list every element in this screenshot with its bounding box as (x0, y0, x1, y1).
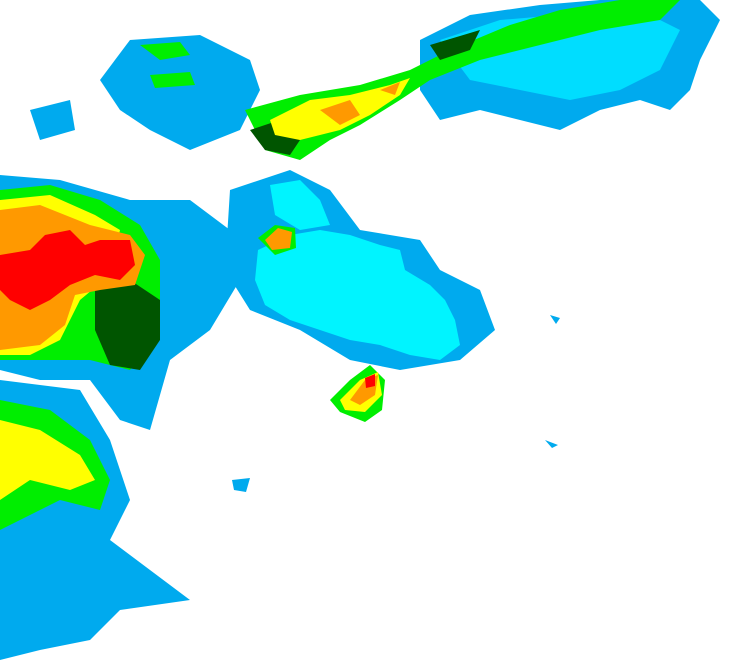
echo-center-cyan (255, 230, 460, 360)
echo-top-band-darkgreen (250, 30, 480, 155)
echo-small-blue (545, 440, 558, 448)
echo-top-band-orange (320, 82, 400, 125)
echo-small-blue-3 (550, 315, 560, 324)
echo-small-storm-north-orange (265, 228, 292, 250)
echo-lower-left-yellow (0, 420, 95, 500)
echo-top-left-blue (100, 35, 260, 150)
echo-left-red-core (0, 230, 135, 310)
echo-top-left-green (140, 42, 195, 88)
echo-small-blue-2 (232, 478, 250, 492)
echo-left-darkgreen (95, 280, 160, 370)
echo-mid-blue (30, 100, 75, 140)
precip-red-areas (0, 230, 375, 388)
echo-small-storm-red (365, 374, 375, 388)
echo-center-cyan-north (270, 180, 330, 230)
